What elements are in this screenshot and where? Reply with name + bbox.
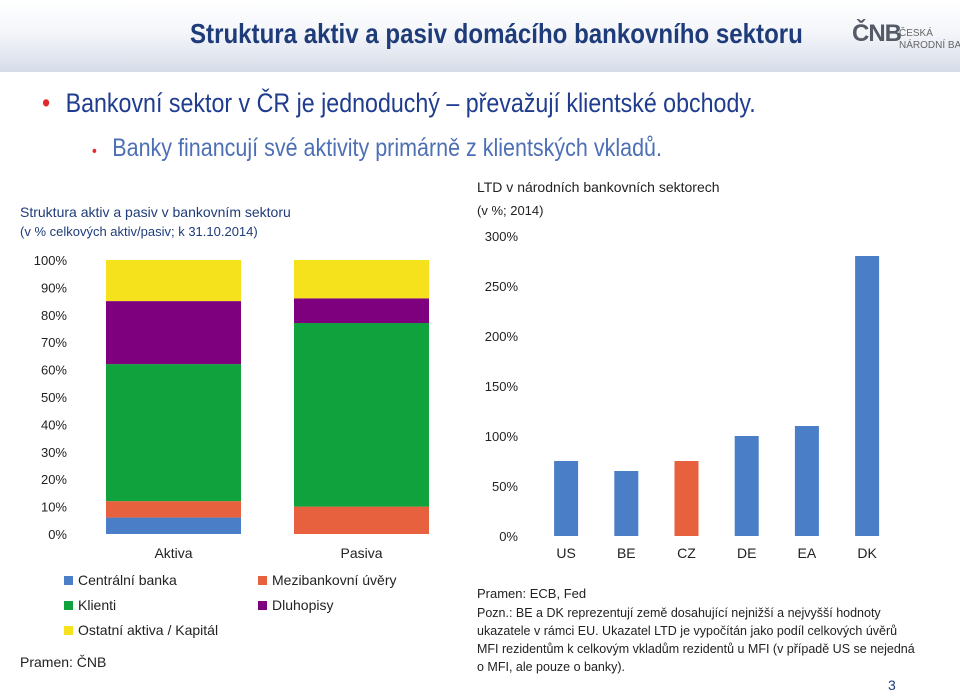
title-bar: Struktura aktiv a pasiv domácího bankovn… bbox=[0, 0, 960, 72]
right-source: Pramen: ECB, Fed bbox=[477, 586, 587, 601]
left-y-tick-label: 80% bbox=[41, 308, 67, 323]
right-bar bbox=[614, 471, 639, 536]
right-x-category-label: DE bbox=[737, 545, 756, 561]
left-chart-title: Struktura aktiv a pasiv v bankovním sekt… bbox=[20, 204, 291, 220]
bullet-2: • Banky financují své aktivity primárně z… bbox=[92, 134, 662, 163]
right-bar bbox=[855, 256, 880, 536]
legend-label: Klienti bbox=[78, 597, 117, 613]
legend-label: Mezibankovní úvěry bbox=[272, 572, 397, 588]
left-y-tick-label: 50% bbox=[41, 390, 67, 405]
right-y-tick-label: 200% bbox=[485, 329, 519, 344]
right-bar bbox=[674, 461, 699, 536]
left-y-tick-label: 60% bbox=[41, 363, 67, 378]
legend-label: Centrální banka bbox=[78, 572, 177, 588]
legend-swatch bbox=[258, 576, 267, 585]
left-y-tick-label: 40% bbox=[41, 417, 67, 432]
right-x-category-label: CZ bbox=[677, 545, 696, 561]
right-x-category-label: US bbox=[556, 545, 575, 561]
cnb-logo: ČNB ČESKÁ NÁRODNÍ BANKA bbox=[852, 20, 960, 56]
left-x-category-label: Pasiva bbox=[340, 545, 382, 561]
left-y-tick-label: 0% bbox=[48, 527, 67, 542]
left-chart-subtitle: (v % celkových aktiv/pasiv; k 31.10.2014… bbox=[20, 224, 258, 239]
logo-line-2: NÁRODNÍ BANKA bbox=[899, 40, 960, 51]
right-y-tick-label: 0% bbox=[499, 529, 518, 544]
bullet-1-text: Bankovní sektor v ČR je jednoduchý – pře… bbox=[65, 88, 756, 118]
left-y-tick-label: 70% bbox=[41, 335, 67, 350]
right-bar bbox=[554, 461, 579, 536]
right-y-tick-label: 100% bbox=[485, 429, 519, 444]
page-number: 3 bbox=[888, 677, 896, 693]
legend-item: Mezibankovní úvěry bbox=[258, 572, 397, 588]
right-x-category-label: BE bbox=[617, 545, 636, 561]
right-x-category-label: EA bbox=[798, 545, 817, 561]
right-chart-title: LTD v národních bankovních sektorech bbox=[477, 179, 720, 195]
right-y-tick-label: 50% bbox=[492, 479, 518, 494]
right-x-category-label: DK bbox=[857, 545, 877, 561]
left-bar-segment bbox=[106, 364, 241, 502]
legend-item: Dluhopisy bbox=[258, 597, 333, 613]
bullet-dot-icon: • bbox=[92, 143, 97, 160]
right-chart-subtitle: (v %; 2014) bbox=[477, 203, 544, 218]
right-note: Pozn.: BE a DK reprezentují země dosahuj… bbox=[477, 606, 915, 674]
right-y-tick-label: 300% bbox=[485, 229, 519, 244]
left-y-tick-label: 30% bbox=[41, 445, 67, 460]
bullet-dot-icon: • bbox=[42, 88, 51, 118]
left-bar-segment bbox=[106, 501, 241, 518]
legend-label: Ostatní aktiva / Kapitál bbox=[78, 622, 219, 638]
left-y-tick-label: 10% bbox=[41, 500, 67, 515]
legend-swatch bbox=[64, 626, 73, 635]
left-bar-segment bbox=[106, 301, 241, 365]
legend-item: Klienti bbox=[64, 597, 116, 613]
logo-mark: ČNB bbox=[852, 20, 902, 47]
right-bar bbox=[734, 436, 759, 536]
left-bar-segment bbox=[294, 506, 429, 534]
logo-line-1: ČESKÁ bbox=[899, 28, 933, 39]
left-bar-segment bbox=[106, 517, 241, 534]
bullet-2-text: Banky financují své aktivity primárně z … bbox=[112, 134, 662, 162]
left-x-category-label: Aktiva bbox=[154, 545, 192, 561]
left-bar-segment bbox=[294, 298, 429, 324]
bullet-1: • Bankovní sektor v ČR je jednoduchý – př… bbox=[42, 88, 756, 119]
legend-item: Ostatní aktiva / Kapitál bbox=[64, 622, 218, 638]
legend-swatch bbox=[258, 601, 267, 610]
page-title: Struktura aktiv a pasiv domácího bankovn… bbox=[190, 18, 803, 49]
right-bar bbox=[794, 426, 819, 536]
left-y-tick-label: 20% bbox=[41, 472, 67, 487]
left-y-tick-label: 90% bbox=[41, 280, 67, 295]
left-bar-segment bbox=[294, 260, 429, 299]
left-bar-segment bbox=[294, 323, 429, 507]
left-bar-segment bbox=[106, 260, 241, 302]
right-y-tick-label: 150% bbox=[485, 379, 519, 394]
legend-label: Dluhopisy bbox=[272, 597, 334, 613]
right-y-tick-label: 250% bbox=[485, 279, 519, 294]
left-y-tick-label: 100% bbox=[34, 253, 68, 268]
legend-swatch bbox=[64, 576, 73, 585]
legend-swatch bbox=[64, 601, 73, 610]
legend-item: Centrální banka bbox=[64, 572, 177, 588]
left-source: Pramen: ČNB bbox=[20, 654, 107, 670]
